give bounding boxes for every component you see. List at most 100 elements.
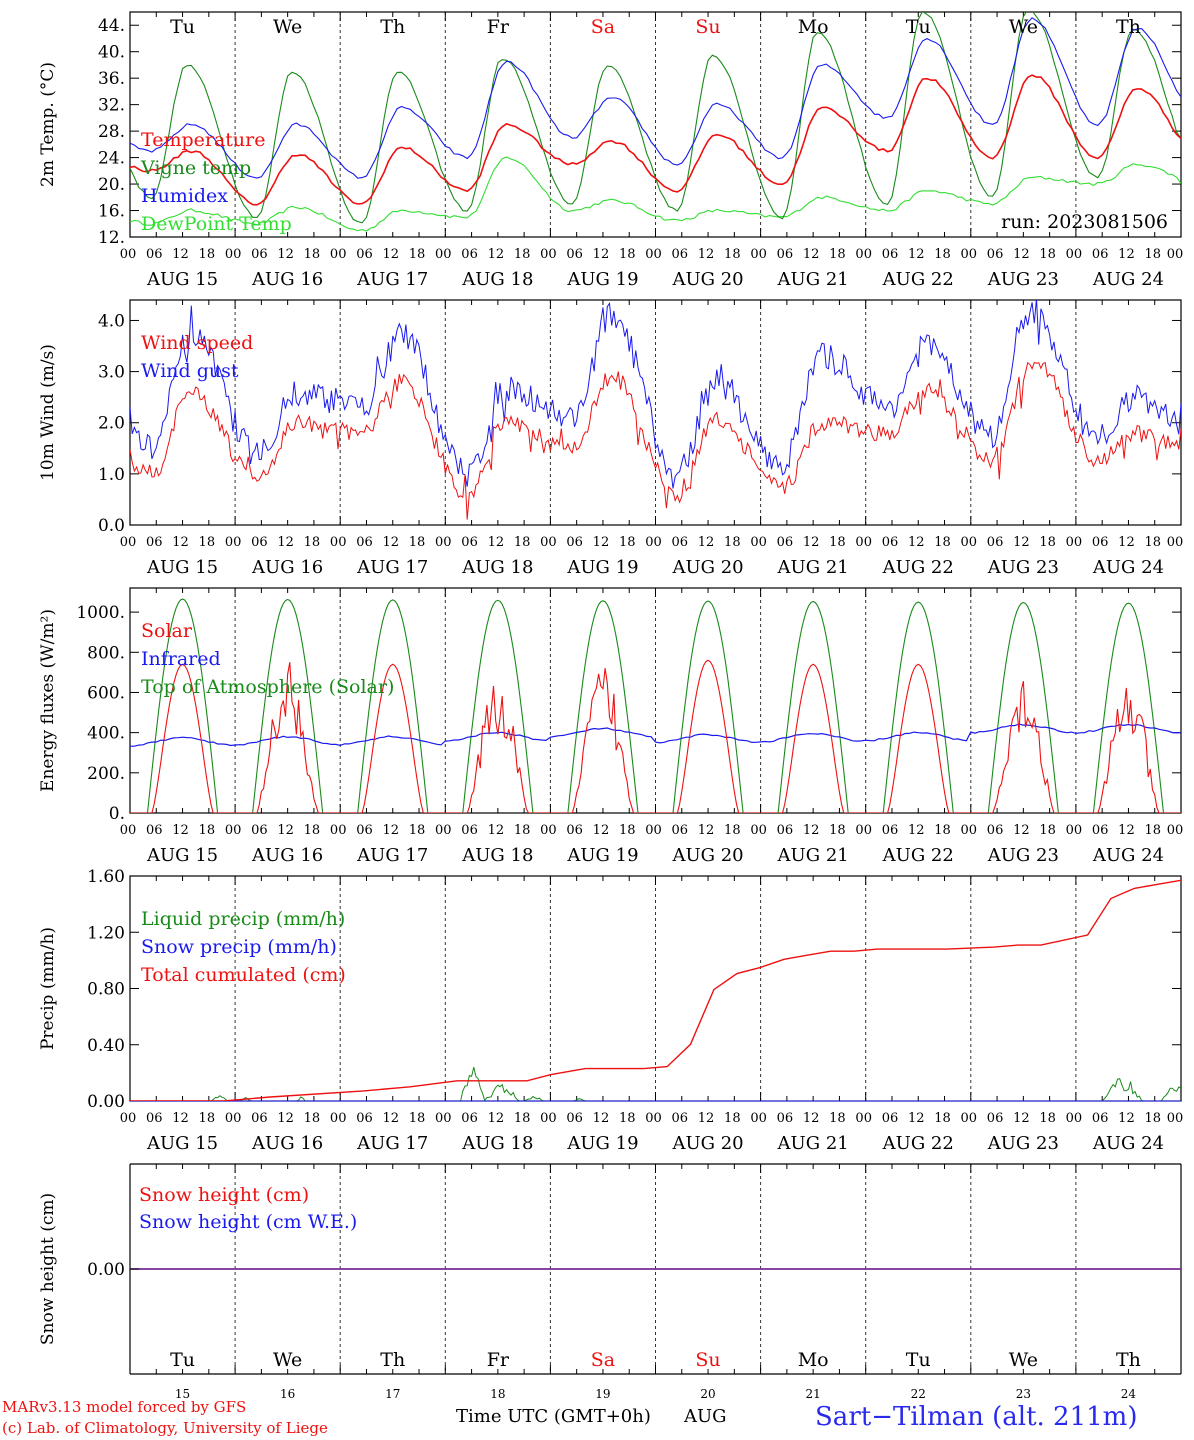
date-label: AUG 23 [987,1133,1059,1154]
panel-frame [129,299,1182,526]
date-label: AUG 17 [356,1133,428,1154]
y-tick-label: 12. [98,228,125,248]
hour-tick-label: 06 [356,535,373,550]
y-tick-label: 24. [98,149,125,169]
hour-tick-label: 12 [1013,823,1030,838]
hour-tick-label: 18 [199,823,216,838]
hour-tick-label: 12 [593,823,610,838]
day-number: 20 [700,1387,715,1401]
hour-tick-label: 12 [803,535,820,550]
hour-tick-label: 12 [277,535,294,550]
weekday-label: Fr [487,1349,510,1371]
hour-tick-label: 06 [146,247,163,262]
hour-tick-label: 12 [277,247,294,262]
hour-tick-label: 00 [435,535,452,550]
hour-tick-label: 18 [934,247,951,262]
date-label: AUG 16 [251,269,323,290]
station-name: Sart−Tilman (alt. 211m) [815,1402,1138,1432]
date-label: AUG 19 [566,845,638,866]
series-line [130,879,1181,1101]
series-line [130,156,1181,232]
y-tick-label: 1.60 [87,867,125,887]
hour-tick-label: 12 [382,823,399,838]
hour-tick-label: 00 [750,535,767,550]
hour-tick-label: 18 [514,1111,531,1126]
hour-tick-label: 00 [750,823,767,838]
hour-tick-label: 06 [461,535,478,550]
date-label: AUG 20 [671,557,743,578]
weekday-label: Mo [798,1349,829,1371]
hour-tick-label: 06 [356,823,373,838]
y-tick-label: 1000. [76,603,125,623]
series-line [130,17,1181,179]
y-tick-label: 3.0 [98,363,125,383]
date-label: AUG 24 [1092,269,1164,290]
hour-tick-label: 00 [225,823,242,838]
hour-tick-label: 18 [829,535,846,550]
hour-tick-label: 18 [1144,535,1161,550]
hour-tick-label: 18 [724,1111,741,1126]
date-label: AUG 22 [882,845,954,866]
panel-frame [129,11,1182,238]
hour-tick-label: 00 [1167,1111,1184,1126]
hour-tick-label: 00 [1066,1111,1083,1126]
weekday-label: Sa [591,1349,615,1371]
hour-tick-label: 18 [934,535,951,550]
hour-tick-label: 18 [304,535,321,550]
weekday-label: We [273,1349,302,1371]
hour-tick-label: 00 [855,823,872,838]
panel-4: 0.00 0.40 0.80 1.20 1.60 Precip (mm/h) 00 06 12 1… [38,867,1183,1154]
legend-entry: Snow precip (mm/h) [141,936,337,958]
y-tick-label: 16. [98,202,125,222]
hour-tick-label: 12 [908,535,925,550]
hour-tick-label: 06 [777,535,794,550]
hour-tick-label: 06 [566,247,583,262]
legend-entry: Vigne temp [140,157,251,179]
weekday-label: We [273,16,302,38]
weekday-label: Th [1116,1349,1141,1371]
hour-tick-label: 12 [1118,1111,1135,1126]
y-tick-label: 4.0 [98,311,125,331]
hour-tick-label: 06 [461,823,478,838]
weekday-label: Fr [487,16,510,38]
hour-tick-label: 18 [199,247,216,262]
hour-tick-label: 18 [934,823,951,838]
hour-tick-label: 12 [277,823,294,838]
date-label: AUG 17 [356,557,428,578]
hour-tick-label: 12 [698,1111,715,1126]
hour-tick-label: 00 [645,1111,662,1126]
y-tick-label: 0.80 [87,980,125,1000]
hour-tick-label: 06 [1092,535,1109,550]
hour-tick-label: 00 [1167,823,1184,838]
hour-tick-label: 06 [146,535,163,550]
date-label: AUG 21 [777,557,849,578]
hour-tick-label: 12 [593,247,610,262]
hour-tick-label: 00 [540,247,557,262]
hour-tick-label: 18 [1039,823,1056,838]
date-label: AUG 16 [251,557,323,578]
hour-tick-label: 06 [882,535,899,550]
legend-entry: Total cumulated (cm) [141,964,346,986]
hour-tick-label: 00 [1066,247,1083,262]
y-tick-label: 36. [98,69,125,89]
hour-tick-label: 06 [987,535,1004,550]
date-label: AUG 21 [777,269,849,290]
weekday-label: Sa [591,16,615,38]
y-tick-label: 200. [87,764,125,784]
hour-tick-label: 06 [987,823,1004,838]
date-label: AUG 24 [1092,1133,1164,1154]
y-axis-label: Energy fluxes (W/m²) [38,609,58,792]
hour-tick-label: 18 [409,823,426,838]
weekday-label: Tu [906,1349,931,1371]
hour-tick-label: 18 [724,823,741,838]
hour-tick-label: 06 [987,247,1004,262]
hour-tick-label: 00 [645,823,662,838]
date-label: AUG 23 [987,845,1059,866]
weekday-label: Mo [798,16,829,38]
y-axis-label: Precip (mm/h) [38,927,58,1050]
hour-tick-label: 06 [566,823,583,838]
model-credit: MARv3.13 model forced by GFS [2,1398,247,1416]
hour-tick-label: 00 [330,1111,347,1126]
hour-tick-label: 12 [1013,535,1030,550]
weekday-label: Th [380,16,405,38]
